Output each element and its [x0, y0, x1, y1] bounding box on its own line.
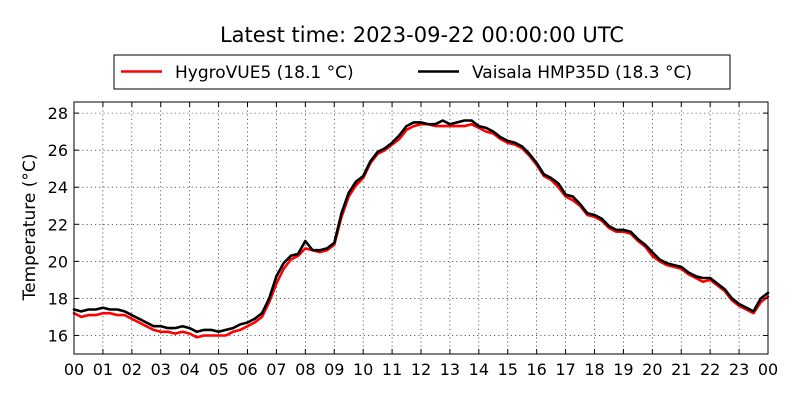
legend-label-vaisala: Vaisala HMP35D (18.3 °C): [472, 63, 692, 83]
x-tick-label: 14: [469, 360, 489, 379]
x-tick-label: 15: [498, 360, 518, 379]
series-line-vaisala: [72, 119, 770, 334]
series-layer: [72, 119, 770, 339]
y-tick-label: 28: [48, 104, 68, 123]
x-tick-label: 17: [555, 360, 575, 379]
x-tick-label: 13: [440, 360, 460, 379]
x-tick-label: 02: [122, 360, 142, 379]
x-tick-label: 06: [237, 360, 257, 379]
x-tick-label: 22: [700, 360, 720, 379]
x-tick-label: 09: [324, 360, 344, 379]
x-tick-label: 08: [295, 360, 315, 379]
x-tick-label: 05: [208, 360, 228, 379]
y-tick-label: 20: [48, 252, 68, 271]
legend-label-hygrovue5: HygroVUE5 (18.1 °C): [175, 63, 354, 83]
x-tick-label: 12: [411, 360, 431, 379]
chart-title: Latest time: 2023-09-22 00:00:00 UTC: [220, 23, 624, 47]
series-line-hygrovue5: [72, 122, 770, 339]
x-tick-label: 11: [382, 360, 402, 379]
x-tick-label: 19: [613, 360, 633, 379]
x-tick-label: 20: [642, 360, 662, 379]
x-tick-label: 01: [93, 360, 113, 379]
axis-ticks: 00 01 02 03 04 05 06 07 08 09 10 11 12 13 14 15 16 17 18 19…: [48, 102, 778, 379]
y-axis-label: Temperature (°C): [20, 154, 40, 302]
x-tick-label: 10: [353, 360, 373, 379]
x-tick-label: 03: [151, 360, 171, 379]
x-tick-label: 04: [179, 360, 199, 379]
x-tick-label: 18: [584, 360, 604, 379]
x-tick-label: 07: [266, 360, 286, 379]
y-tick-label: 24: [48, 178, 68, 197]
x-tick-label: 23: [729, 360, 749, 379]
y-tick-label: 18: [48, 289, 68, 308]
y-tick-label: 16: [48, 326, 68, 345]
y-tick-label: 26: [48, 141, 68, 160]
grid: [74, 102, 768, 354]
x-tick-label: 00: [64, 360, 84, 379]
x-tick-label: 00: [758, 360, 778, 379]
x-tick-label: 16: [526, 360, 546, 379]
x-tick-label: 21: [671, 360, 691, 379]
legend: HygroVUE5 (18.1 °C) Vaisala HMP35D (18.3…: [113, 54, 731, 90]
y-tick-label: 22: [48, 215, 68, 234]
